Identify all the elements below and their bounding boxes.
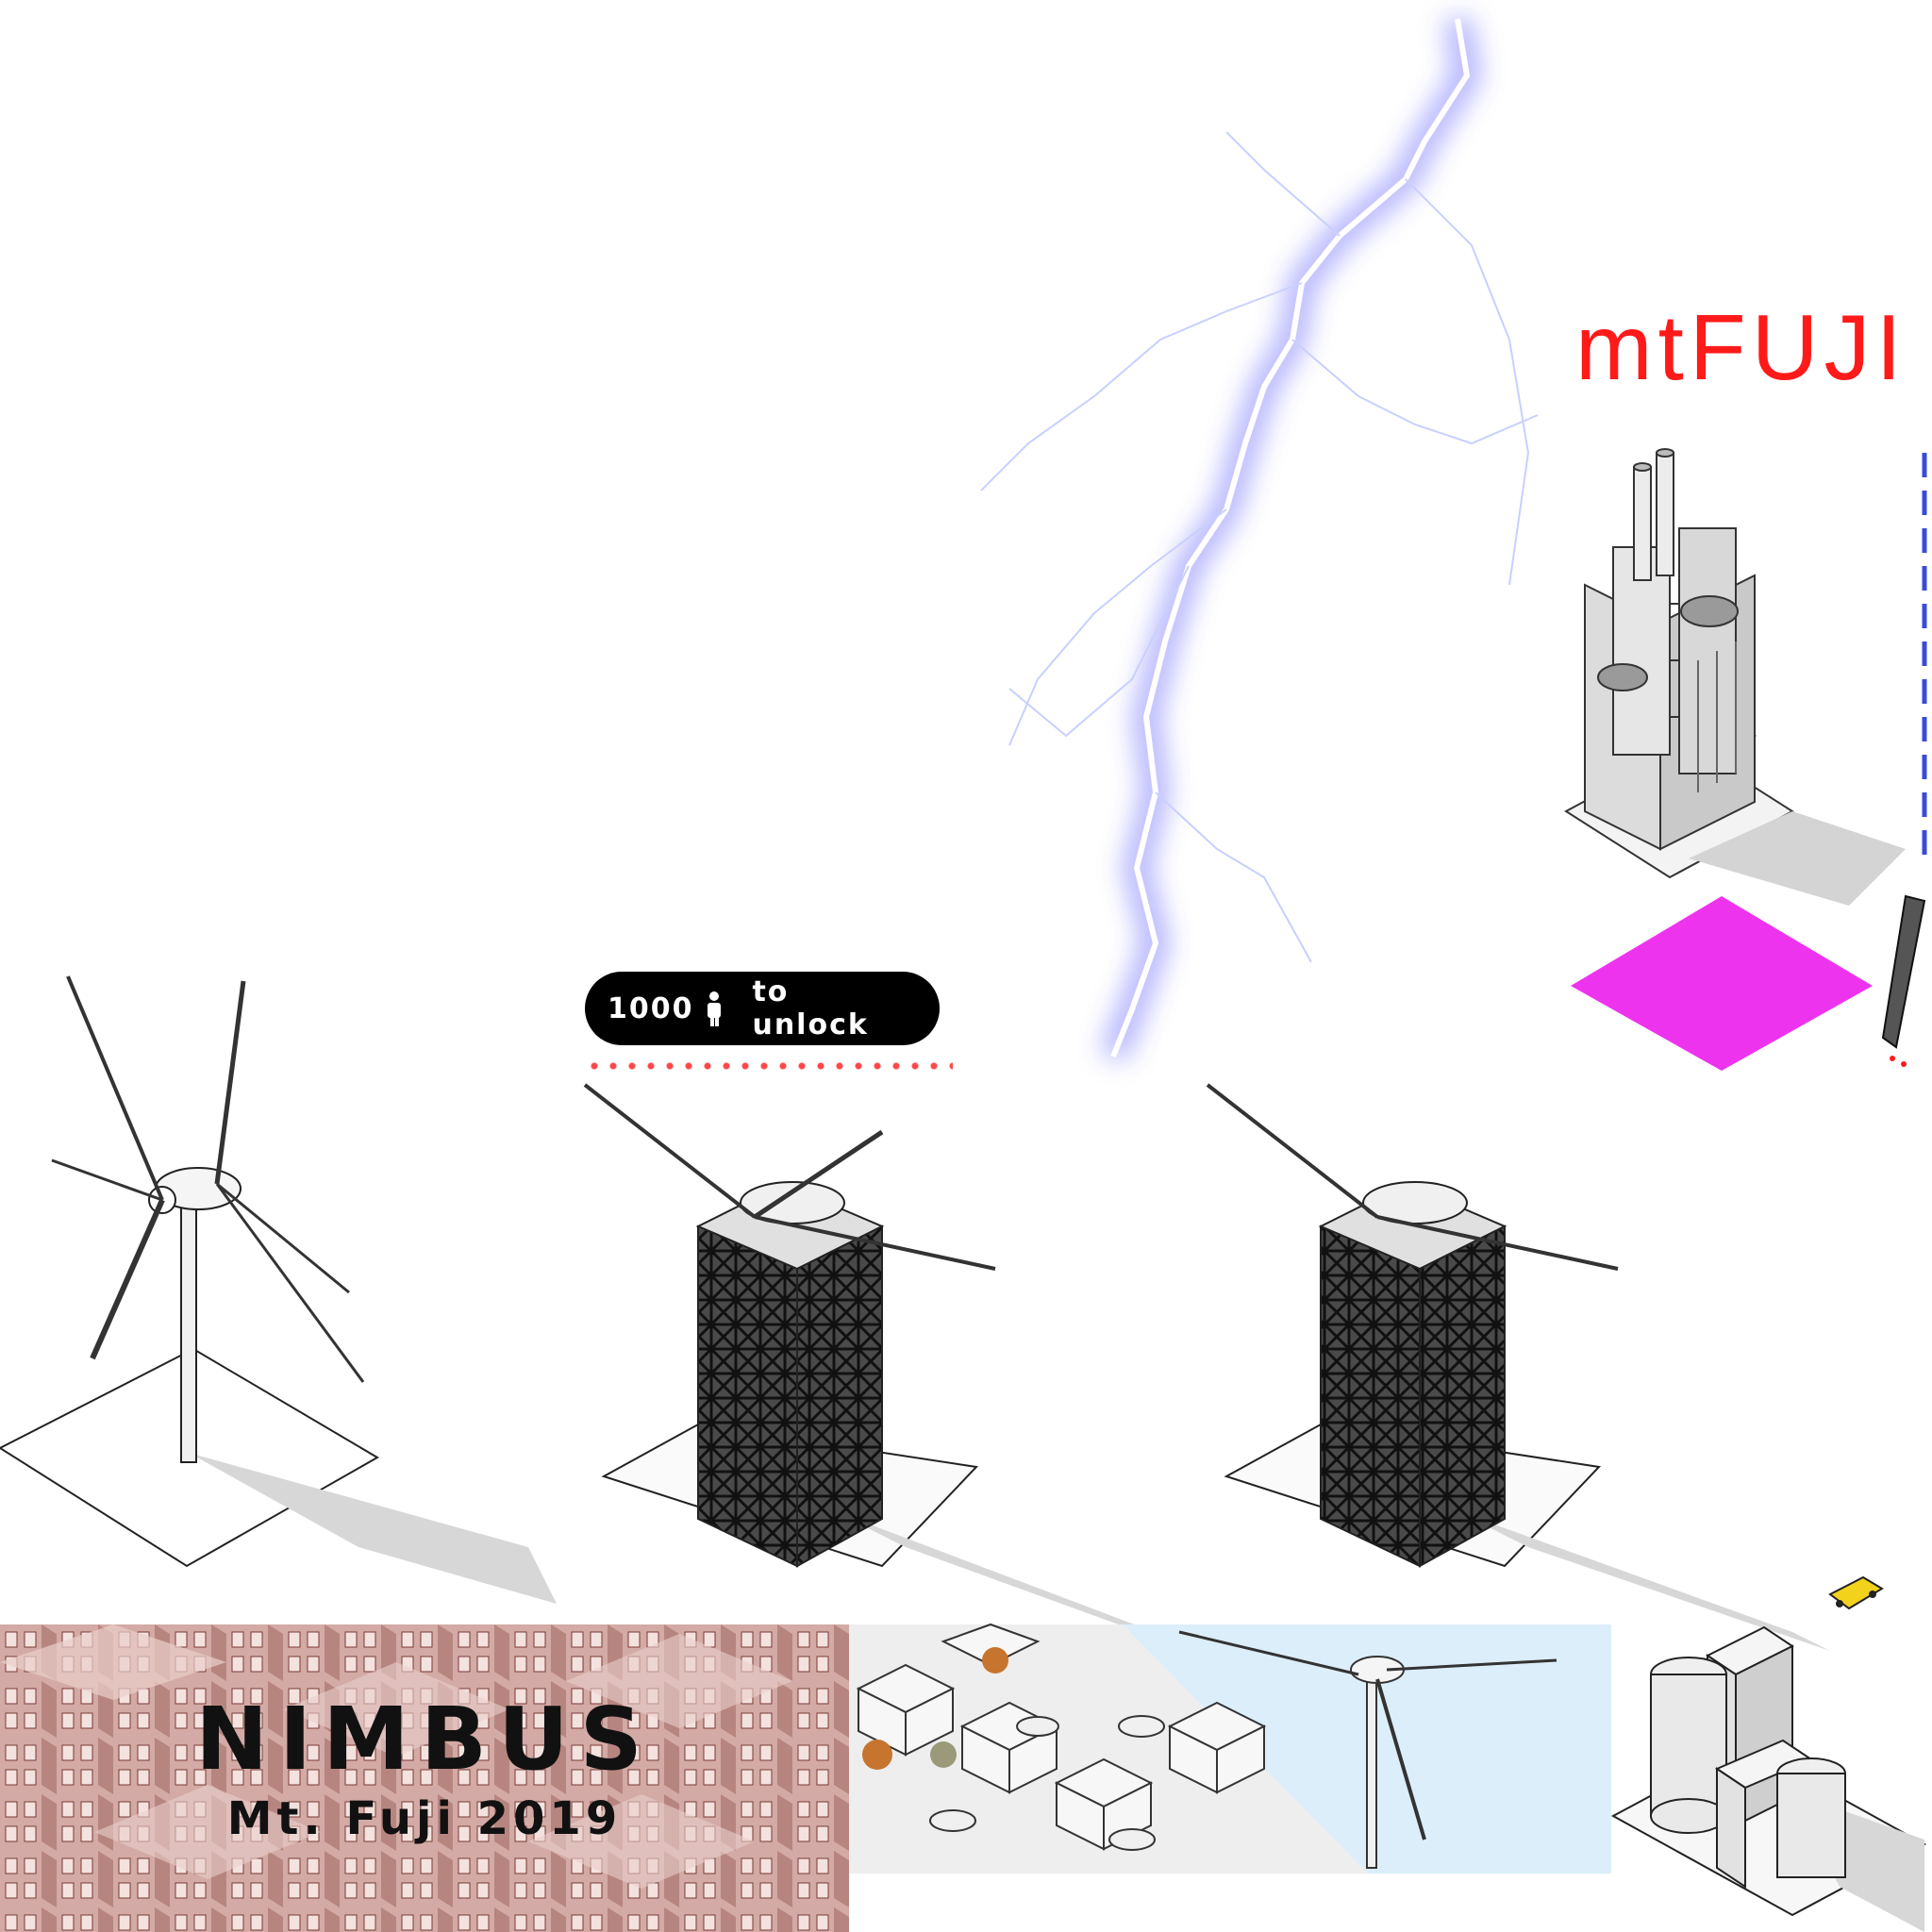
mtfuji-sprite-title: mtFUJI xyxy=(1575,295,1907,399)
banner-city-illustration xyxy=(0,1624,849,1932)
tower-with-turbine xyxy=(1206,1083,1830,1651)
lightning-bolt xyxy=(980,16,1539,1062)
city-scene xyxy=(849,1623,1611,1874)
yellow-taxi xyxy=(1828,1575,1884,1610)
person-icon xyxy=(707,991,721,1026)
banner-title: NIMBUS xyxy=(195,1689,654,1790)
unlock-dots xyxy=(585,1057,953,1075)
office-building xyxy=(1610,1625,1927,1932)
wind-turbine xyxy=(0,975,557,1604)
unlock-cost: 1000 xyxy=(608,991,694,1025)
unlock-label: to unlock xyxy=(752,975,869,1041)
nimbus-banner xyxy=(0,1624,849,1932)
vertical-strip xyxy=(1881,453,1927,1067)
banner-subtitle: Mt. Fuji 2019 xyxy=(226,1792,623,1845)
unlock-badge[interactable]: 1000 to unlock xyxy=(585,972,940,1045)
magenta-tile xyxy=(1571,896,1873,1071)
power-plant-building xyxy=(1564,448,1906,906)
tower-with-turbine-locked xyxy=(583,1083,1217,1660)
